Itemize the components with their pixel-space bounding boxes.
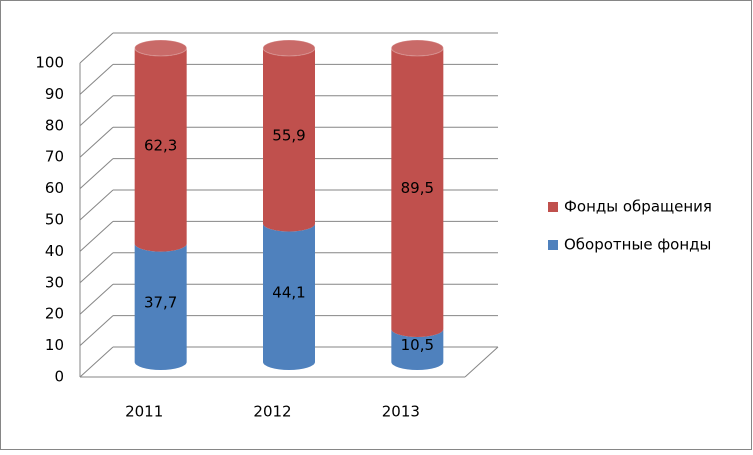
grid-line [79, 315, 114, 346]
cylinder-segment [391, 48, 444, 338]
y-tick-label: 10 [45, 336, 64, 354]
x-tick-label: 2011 [125, 403, 163, 421]
cylinder-segment [263, 223, 315, 370]
grid-line [79, 189, 114, 221]
y-tick-label: 50 [45, 211, 64, 229]
x-tick-label: 2012 [253, 403, 291, 421]
axis-line [464, 346, 499, 378]
data-label: 89,5 [401, 179, 434, 197]
cylinder-segment [134, 48, 187, 252]
grid-line [79, 346, 114, 378]
legend: Оборотные фонды Фонды обращения [548, 198, 712, 254]
y-tick-label: 70 [45, 148, 64, 166]
y-tick-label: 90 [45, 85, 64, 103]
legend-label: Фонды обращения [564, 198, 712, 216]
y-tick-label: 30 [45, 273, 64, 291]
cylinder-segment [134, 243, 187, 370]
grid-line [79, 158, 114, 189]
y-tick-label: 20 [45, 305, 64, 323]
grid-line [79, 64, 114, 95]
data-label: 37,7 [144, 293, 177, 311]
data-label: 55,9 [272, 126, 305, 144]
y-tick-label: 0 [54, 368, 64, 386]
grid-line [79, 283, 114, 315]
cylinder-cap [390, 39, 444, 57]
legend-swatch [548, 202, 558, 212]
y-tick-label: 100 [35, 54, 64, 72]
legend-swatch [548, 240, 558, 250]
y-tick-label: 40 [45, 242, 64, 260]
grid-line [79, 32, 114, 64]
data-label: 44,1 [272, 283, 305, 301]
data-label: 62,3 [144, 136, 177, 154]
cylinder-cap [262, 39, 316, 57]
y-tick-label: 60 [45, 179, 64, 197]
grid-line [79, 95, 114, 127]
x-tick-label: 2013 [382, 403, 420, 421]
grid-line [79, 221, 114, 252]
cylinder-segment [263, 48, 315, 232]
grid-line [79, 126, 114, 158]
legend-label: Оборотные фонды [564, 236, 711, 254]
cylinder-segment [391, 329, 444, 370]
grid-line [79, 252, 114, 284]
cylinder-cap [134, 39, 188, 57]
y-tick-label: 80 [45, 116, 64, 134]
data-label: 10,5 [401, 336, 434, 354]
